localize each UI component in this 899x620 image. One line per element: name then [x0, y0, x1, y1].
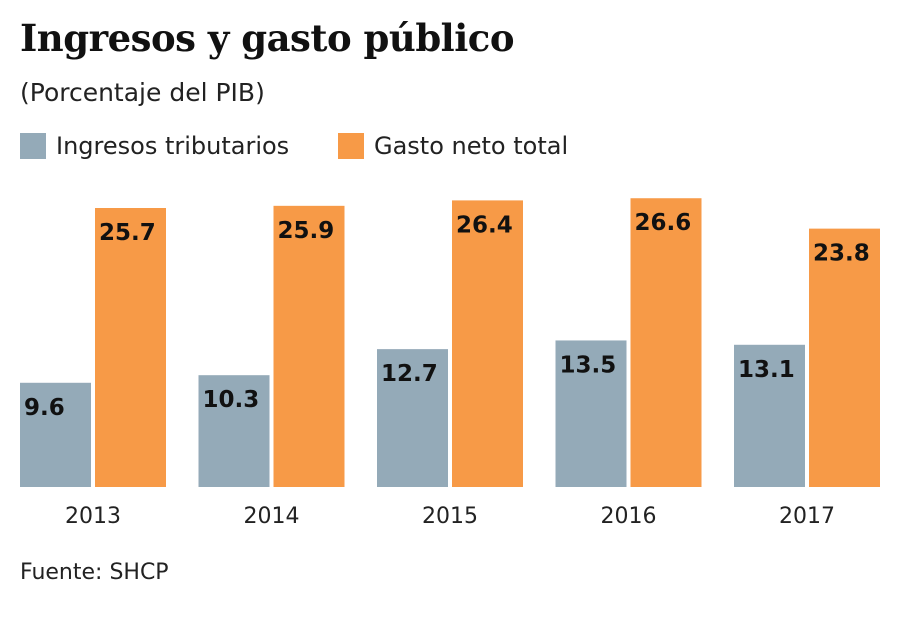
legend-label: Ingresos tributarios: [56, 132, 290, 160]
data-label: 13.5: [560, 352, 617, 378]
data-label: 10.3: [203, 387, 260, 413]
x-tick-label: 2014: [244, 504, 300, 529]
bar-2016-0: [555, 340, 627, 487]
bar-2015-0: [377, 349, 448, 487]
legend-swatch: [20, 133, 46, 159]
x-tick-label: 2017: [779, 504, 835, 529]
data-label: 12.7: [381, 361, 438, 387]
x-tick-label: 2016: [601, 504, 657, 529]
legend-swatch: [338, 133, 364, 159]
x-tick-label: 2015: [422, 504, 478, 529]
bar-2017-0: [734, 344, 805, 487]
legend-label: Gasto neto total: [374, 132, 569, 160]
legend-item-gasto: Gasto neto total: [338, 132, 568, 160]
source-note: Fuente: SHCP: [20, 560, 169, 585]
data-label: 25.7: [99, 220, 156, 246]
chart-subtitle: (Porcentaje del PIB): [20, 78, 265, 107]
data-label: 23.8: [813, 241, 870, 267]
bar-2014-0: [198, 375, 270, 487]
bar-2014-1: [273, 205, 345, 487]
data-label: 25.9: [278, 218, 335, 244]
bar-2017-1: [809, 228, 880, 487]
data-label: 26.6: [635, 210, 692, 236]
legend-item-ingresos: Ingresos tributarios: [20, 132, 289, 160]
bar-2013-0: [20, 382, 91, 487]
bar-2013-1: [95, 208, 166, 487]
data-label: 13.1: [738, 357, 795, 383]
chart-title: Ingresos y gasto público: [20, 16, 515, 60]
bar-2016-1: [630, 198, 702, 488]
data-label: 9.6: [24, 395, 65, 421]
data-label: 26.4: [456, 212, 513, 238]
x-tick-label: 2013: [65, 504, 121, 529]
bar-2015-1: [452, 200, 523, 488]
